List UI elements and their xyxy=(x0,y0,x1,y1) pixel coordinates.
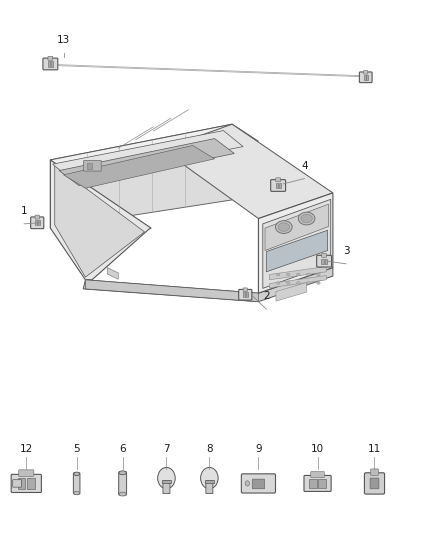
Ellipse shape xyxy=(276,281,280,284)
Polygon shape xyxy=(107,268,118,279)
Circle shape xyxy=(158,467,175,489)
Ellipse shape xyxy=(317,281,320,284)
Polygon shape xyxy=(53,131,243,180)
FancyBboxPatch shape xyxy=(252,479,265,489)
Polygon shape xyxy=(266,230,328,272)
Bar xyxy=(309,479,317,488)
Bar xyxy=(51,61,53,67)
Bar xyxy=(318,479,326,488)
FancyBboxPatch shape xyxy=(304,475,331,491)
Bar xyxy=(366,75,368,79)
FancyBboxPatch shape xyxy=(241,474,276,493)
Ellipse shape xyxy=(297,273,300,276)
Bar xyxy=(18,478,25,489)
Text: 4: 4 xyxy=(301,160,308,171)
Bar xyxy=(246,293,248,297)
Polygon shape xyxy=(263,199,331,288)
Polygon shape xyxy=(59,139,234,185)
Text: 8: 8 xyxy=(206,444,213,454)
FancyBboxPatch shape xyxy=(317,255,332,267)
FancyBboxPatch shape xyxy=(48,56,53,60)
FancyBboxPatch shape xyxy=(239,289,252,300)
Polygon shape xyxy=(162,124,333,219)
FancyBboxPatch shape xyxy=(43,58,58,70)
FancyBboxPatch shape xyxy=(13,480,21,487)
Text: 6: 6 xyxy=(119,444,126,454)
Polygon shape xyxy=(83,268,333,302)
FancyBboxPatch shape xyxy=(311,472,324,478)
Polygon shape xyxy=(269,276,326,288)
Bar xyxy=(87,163,92,169)
Ellipse shape xyxy=(286,281,290,284)
Ellipse shape xyxy=(307,273,310,276)
Polygon shape xyxy=(55,165,145,277)
Text: 1: 1 xyxy=(21,206,28,216)
Bar xyxy=(243,293,245,297)
Ellipse shape xyxy=(276,221,292,233)
FancyBboxPatch shape xyxy=(206,481,213,494)
Polygon shape xyxy=(258,193,333,293)
Bar xyxy=(279,183,281,188)
FancyBboxPatch shape xyxy=(243,288,247,292)
Polygon shape xyxy=(50,124,258,177)
FancyBboxPatch shape xyxy=(119,472,127,495)
Bar xyxy=(162,480,171,483)
FancyBboxPatch shape xyxy=(364,473,385,494)
Polygon shape xyxy=(276,282,307,301)
Ellipse shape xyxy=(307,281,310,284)
Polygon shape xyxy=(269,266,326,280)
Polygon shape xyxy=(50,160,151,280)
Ellipse shape xyxy=(74,472,80,475)
Ellipse shape xyxy=(317,273,320,276)
Bar xyxy=(276,183,278,188)
Ellipse shape xyxy=(278,223,290,231)
Polygon shape xyxy=(85,280,258,302)
Ellipse shape xyxy=(286,273,290,276)
Circle shape xyxy=(245,481,250,486)
Bar xyxy=(364,75,365,79)
Ellipse shape xyxy=(276,273,280,276)
Polygon shape xyxy=(64,146,215,188)
FancyBboxPatch shape xyxy=(276,178,281,182)
Text: 5: 5 xyxy=(73,444,80,454)
FancyBboxPatch shape xyxy=(11,474,41,492)
Bar xyxy=(27,478,35,489)
FancyBboxPatch shape xyxy=(73,473,80,494)
Text: 7: 7 xyxy=(163,444,170,454)
Bar xyxy=(35,220,37,225)
Ellipse shape xyxy=(298,212,315,225)
Ellipse shape xyxy=(119,492,126,496)
Text: 9: 9 xyxy=(255,444,262,454)
FancyBboxPatch shape xyxy=(35,215,39,219)
Polygon shape xyxy=(265,204,328,251)
Bar xyxy=(48,61,50,67)
Text: 10: 10 xyxy=(311,444,324,454)
FancyBboxPatch shape xyxy=(271,180,286,191)
FancyBboxPatch shape xyxy=(84,160,101,171)
Ellipse shape xyxy=(119,471,126,475)
Text: 2: 2 xyxy=(263,291,270,301)
FancyBboxPatch shape xyxy=(359,72,372,83)
Circle shape xyxy=(201,467,218,489)
FancyBboxPatch shape xyxy=(163,481,170,494)
FancyBboxPatch shape xyxy=(370,478,379,489)
FancyBboxPatch shape xyxy=(321,254,326,257)
Ellipse shape xyxy=(301,214,312,223)
Ellipse shape xyxy=(297,281,300,284)
Text: 3: 3 xyxy=(343,246,350,256)
Text: 12: 12 xyxy=(20,444,33,454)
Bar xyxy=(325,259,327,264)
FancyBboxPatch shape xyxy=(19,470,34,477)
Bar xyxy=(205,480,214,483)
Ellipse shape xyxy=(74,491,80,495)
Text: 13: 13 xyxy=(57,35,70,45)
Text: 11: 11 xyxy=(368,444,381,454)
FancyBboxPatch shape xyxy=(31,217,44,229)
FancyBboxPatch shape xyxy=(371,469,378,475)
Bar xyxy=(321,259,324,264)
Polygon shape xyxy=(50,124,232,228)
FancyBboxPatch shape xyxy=(364,70,368,74)
Bar xyxy=(38,220,40,225)
